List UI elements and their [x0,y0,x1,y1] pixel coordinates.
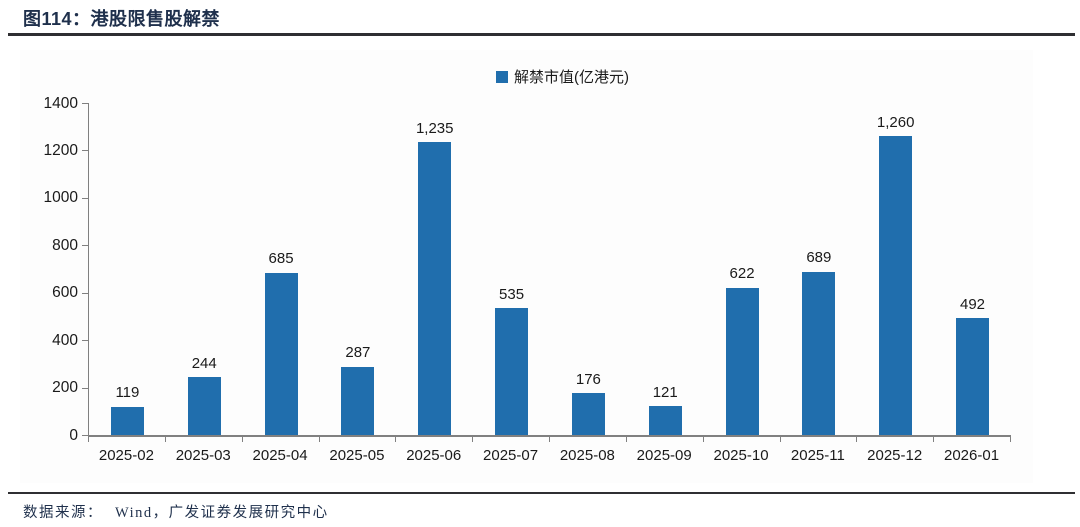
bar [495,308,529,435]
bar-value-label: 535 [499,285,525,303]
bar [648,406,682,435]
bar-value-label: 1,235 [415,119,454,137]
legend-swatch-icon [496,70,508,83]
bottom-rule [8,492,1075,494]
x-tick-mark [779,437,781,442]
x-axis-label: 2025-04 [252,447,308,464]
bar-value-label: 287 [345,344,371,362]
y-tick-mark [82,340,88,342]
x-tick-mark [472,437,474,442]
x-axis-label: 2025-06 [406,447,462,464]
bar-column: 1,235 [396,103,473,435]
bar [418,142,452,435]
bar-value-label: 121 [652,383,678,401]
x-tick-mark [702,437,704,442]
figure-title: 图114：港股限售股解禁 [23,9,221,29]
x-axis-label: 2025-08 [559,447,615,464]
y-tick-mark [82,197,88,199]
x-tick-mark [318,437,320,442]
y-axis-labels: 0 200 400 600 800 1000 1200 1400 [20,95,78,442]
x-tick-mark [241,437,243,442]
x-axis-labels: 2025-02 2025-03 2025-04 2025-05 2025-06 2025-… [88,447,1010,464]
bar-value-label: 1,260 [876,113,915,131]
bar-value-label: 244 [191,354,217,372]
bar-column: 119 [89,103,166,435]
x-tick-mark [933,437,935,442]
x-tick-mark [1010,437,1011,442]
bar-column: 492 [934,103,1011,435]
bar [802,271,836,435]
bar [341,366,375,435]
x-axis-label: 2026-01 [943,447,1000,464]
x-tick-mark [164,437,166,442]
bar [571,393,605,435]
bar-column: 689 [780,103,857,435]
chart-panel: 解禁市值(亿港元) 0 200 400 600 800 1000 1200 1400 119 2… [20,50,1033,483]
bar [264,272,298,435]
x-axis-label: 2025-05 [329,447,385,464]
plot-area: 119 244 685 287 1,235 535 176 121 622 689 1,260 492 [82,103,1011,442]
y-tick-label: 1000 [43,189,78,207]
x-axis-label: 2025-12 [867,447,923,464]
bar-column: 685 [243,103,320,435]
bar-value-label: 689 [806,249,832,267]
x-axis-label: 2025-02 [98,447,154,464]
x-axis-label: 2025-09 [636,447,692,464]
source-label: 数据来源： [23,505,103,521]
bar [725,287,759,435]
top-rule [8,33,1075,36]
y-tick-mark [82,150,88,152]
bar-value-label: 119 [115,384,140,402]
bar-column: 622 [704,103,781,435]
x-tick-mark [856,437,858,442]
y-tick-label: 600 [52,283,78,301]
bar-column: 287 [319,103,396,435]
bar [956,318,990,435]
bar-column: 244 [166,103,243,435]
bar-column: 1,260 [857,103,934,435]
legend-label: 解禁市值(亿港元) [514,69,629,86]
x-tick-mark [625,437,627,442]
y-tick-label: 800 [52,236,78,254]
x-axis-label: 2025-03 [175,447,231,464]
bar-column: 176 [550,103,627,435]
x-axis-label: 2025-11 [790,447,845,464]
bar-column: 121 [627,103,704,435]
y-tick-label: 200 [52,378,78,396]
bar-value-label: 685 [268,250,294,268]
x-axis-label: 2025-10 [713,447,769,464]
y-tick-mark [82,292,88,294]
bar [187,377,221,435]
bar-value-label: 622 [729,265,755,282]
x-tick-mark [88,437,89,442]
bar-value-label: 492 [960,295,986,313]
legend: 解禁市值(亿港元) [496,66,629,87]
y-tick-mark [82,387,88,389]
y-tick-mark [82,103,88,104]
bar-column: 535 [473,103,550,435]
y-tick-label: 0 [69,426,78,444]
y-tick-label: 1400 [43,94,78,112]
x-tick-mark [395,437,397,442]
bar [110,406,144,435]
source-line: 数据来源： Wind，广发证券发展研究中心 [23,501,329,522]
bar-value-label: 176 [575,370,601,388]
y-tick-label: 1200 [43,141,78,159]
x-axis-label: 2025-07 [483,447,539,464]
source-text: Wind，广发证券发展研究中心 [115,505,329,521]
y-tick-mark [82,245,88,247]
x-tick-mark [549,437,550,442]
y-tick-mark [82,435,88,436]
y-tick-label: 400 [52,331,78,349]
bar [879,136,913,435]
